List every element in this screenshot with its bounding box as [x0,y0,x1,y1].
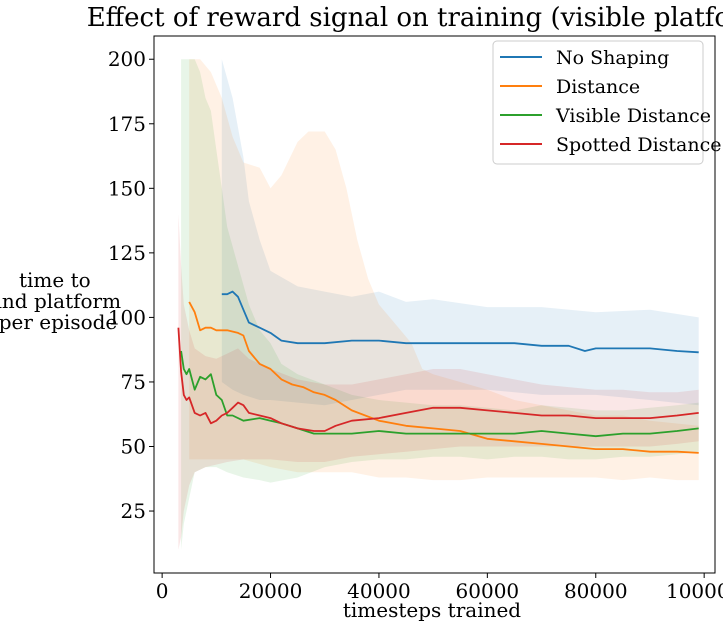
legend-label-0: No Shaping [556,47,669,69]
series-lines [177,290,699,454]
x-tick-label-3: 60000 [456,579,520,603]
band-series-0 [221,59,699,406]
x-tick-label-2: 40000 [347,579,411,603]
y-axis-label-line-3: per episode [0,310,117,334]
y-tick-label-4: 125 [108,241,146,265]
band-series-1 [189,59,699,481]
x-tick-label-5: 100000 [666,579,723,603]
y-axis-label-line-1: time to [19,268,91,292]
y-tick-label-6: 175 [108,112,146,136]
y-tick-label-1: 50 [121,434,146,458]
x-tick-label-1: 20000 [239,579,303,603]
x-tick-label-0: 0 [156,579,169,603]
y-tick-label-5: 150 [108,176,146,200]
band-series-3 [178,214,699,550]
legend-box [492,40,704,165]
line-series-1 [188,301,699,454]
y-tick-label-3: 100 [108,305,146,329]
x-axis-label: timesteps trained [343,598,521,622]
legend: No Shaping Distance Visible Distance Spotte… [492,40,721,165]
x-axis: 0 20000 40000 60000 80000 100000 [156,573,723,603]
x-tick-label-4: 80000 [564,579,628,603]
y-axis-label: time to find platform per episode [0,268,127,334]
legend-label-3: Spotted Distance [556,134,721,156]
y-tick-label-2: 75 [121,370,146,394]
legend-label-2: Visible Distance [555,105,711,127]
y-axis: 25 50 75 100 125 150 175 200 [108,47,154,523]
plot-frame [153,35,716,574]
legend-label-1: Distance [556,76,640,98]
band-series-2 [181,59,699,550]
line-series-0 [221,290,699,354]
y-tick-label-7: 200 [108,47,146,71]
y-tick-label-0: 25 [121,499,146,523]
chart-title: Effect of reward signal on training (vis… [87,3,723,33]
confidence-bands [178,59,699,550]
y-axis-label-line-2: find platform [0,289,121,313]
line-series-3 [177,327,699,432]
